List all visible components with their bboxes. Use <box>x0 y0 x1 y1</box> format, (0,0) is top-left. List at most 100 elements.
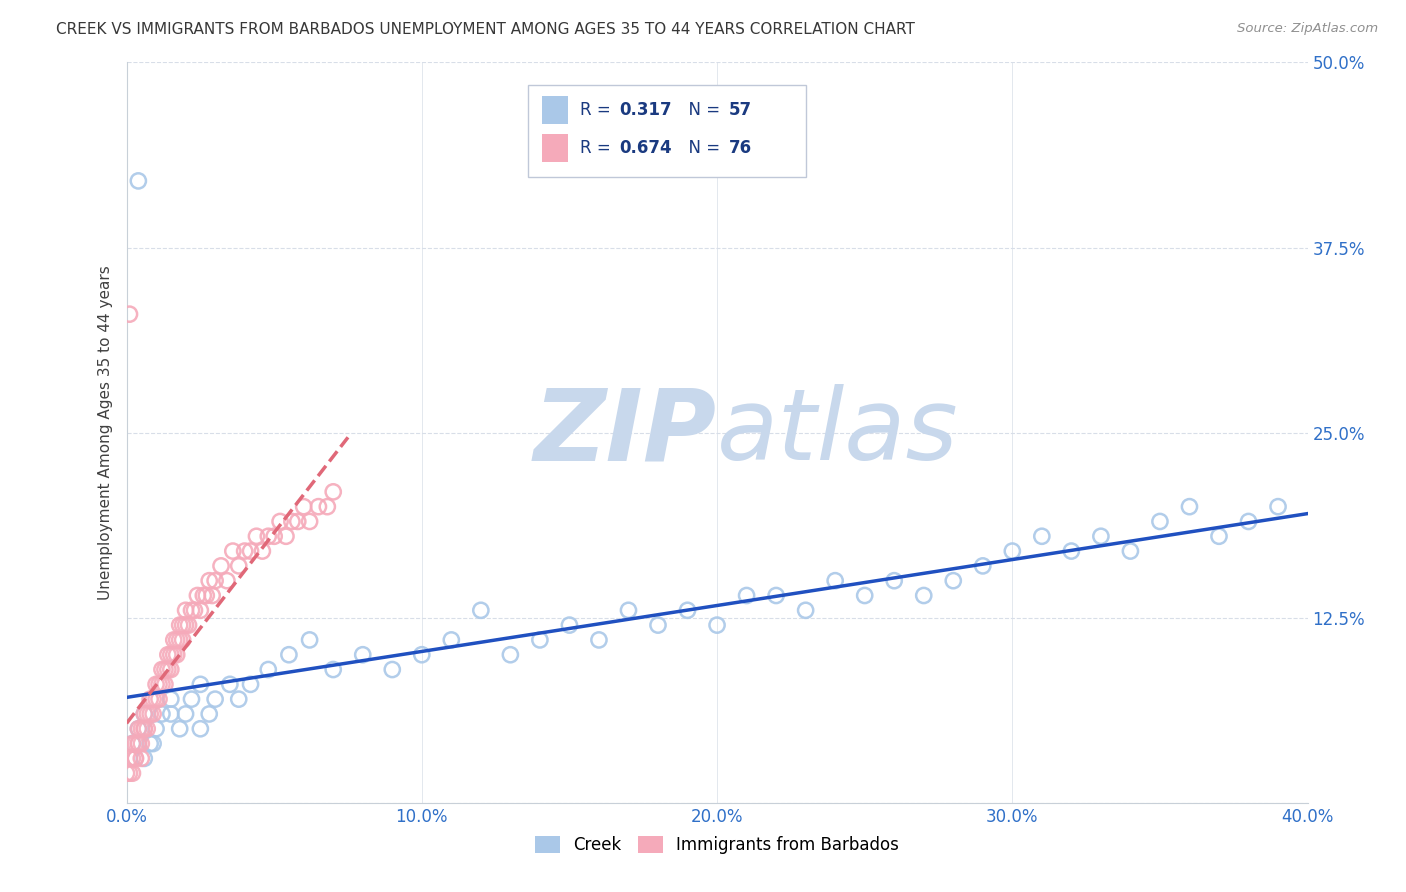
Point <box>153 677 176 691</box>
Point <box>129 751 153 765</box>
Point <box>166 648 188 662</box>
Point <box>617 603 640 617</box>
Point <box>912 589 935 603</box>
Point <box>186 589 208 603</box>
Point <box>352 648 374 662</box>
Point <box>124 751 146 765</box>
Point <box>794 603 817 617</box>
Point <box>1090 529 1112 543</box>
Point <box>127 722 149 736</box>
Point <box>169 722 191 736</box>
Point <box>222 544 245 558</box>
Point <box>121 766 143 780</box>
Point <box>239 544 262 558</box>
Point <box>172 632 194 647</box>
Point <box>193 589 215 603</box>
Point <box>269 515 291 529</box>
Point <box>134 722 156 736</box>
Point <box>215 574 238 588</box>
Point <box>129 737 153 751</box>
Point <box>118 766 141 780</box>
Point <box>145 692 167 706</box>
Point <box>188 677 212 691</box>
Point <box>228 692 250 706</box>
Point <box>142 706 165 721</box>
Point <box>180 603 202 617</box>
Point <box>263 529 285 543</box>
Point <box>198 706 221 721</box>
Point <box>298 515 321 529</box>
Text: 76: 76 <box>728 139 752 157</box>
Point <box>121 751 143 765</box>
Point <box>153 663 176 677</box>
Point <box>233 544 256 558</box>
Point <box>1031 529 1053 543</box>
Point <box>148 692 170 706</box>
Point <box>150 677 173 691</box>
Point <box>1060 544 1083 558</box>
Point <box>183 603 205 617</box>
Point <box>529 632 551 647</box>
Text: N =: N = <box>678 101 725 119</box>
Point <box>1178 500 1201 514</box>
Point <box>115 766 138 780</box>
Point <box>160 706 183 721</box>
Point <box>292 500 315 514</box>
Point <box>204 692 226 706</box>
Point <box>316 500 339 514</box>
Point <box>188 722 212 736</box>
Text: 57: 57 <box>728 101 752 119</box>
Point <box>160 692 183 706</box>
Point <box>308 500 330 514</box>
Point <box>298 632 321 647</box>
Point <box>1267 500 1289 514</box>
Point <box>278 648 301 662</box>
Point <box>245 529 267 543</box>
Point <box>1149 515 1171 529</box>
Point <box>148 677 170 691</box>
Point <box>134 722 156 736</box>
Text: ZIP: ZIP <box>534 384 717 481</box>
Point <box>127 737 149 751</box>
Text: 0.674: 0.674 <box>619 139 672 157</box>
Text: CREEK VS IMMIGRANTS FROM BARBADOS UNEMPLOYMENT AMONG AGES 35 TO 44 YEARS CORRELA: CREEK VS IMMIGRANTS FROM BARBADOS UNEMPL… <box>56 22 915 37</box>
Point <box>588 632 610 647</box>
Point <box>129 722 153 736</box>
Point <box>163 648 186 662</box>
Point <box>136 722 159 736</box>
Point <box>824 574 846 588</box>
Point <box>228 558 250 573</box>
Point <box>499 648 522 662</box>
Point <box>174 706 197 721</box>
Point <box>322 663 344 677</box>
Point <box>765 589 787 603</box>
Point <box>134 751 156 765</box>
Point <box>174 618 197 632</box>
Point <box>440 632 463 647</box>
Point <box>156 663 179 677</box>
Point <box>118 307 141 321</box>
Text: R =: R = <box>581 101 616 119</box>
Point <box>198 574 221 588</box>
Point <box>883 574 905 588</box>
Point <box>1001 544 1024 558</box>
Point <box>195 589 218 603</box>
Point <box>188 603 212 617</box>
Point <box>145 677 167 691</box>
Point <box>169 618 191 632</box>
Point <box>1208 529 1230 543</box>
FancyBboxPatch shape <box>543 135 568 162</box>
Point <box>139 706 162 721</box>
Point <box>127 174 149 188</box>
Point <box>281 515 304 529</box>
Point <box>121 737 143 751</box>
Point <box>160 663 183 677</box>
Point <box>735 589 758 603</box>
Point <box>257 529 280 543</box>
Point <box>172 618 194 632</box>
Point <box>163 632 186 647</box>
Text: N =: N = <box>678 139 725 157</box>
Point <box>124 737 146 751</box>
Point <box>1119 544 1142 558</box>
Point <box>647 618 669 632</box>
